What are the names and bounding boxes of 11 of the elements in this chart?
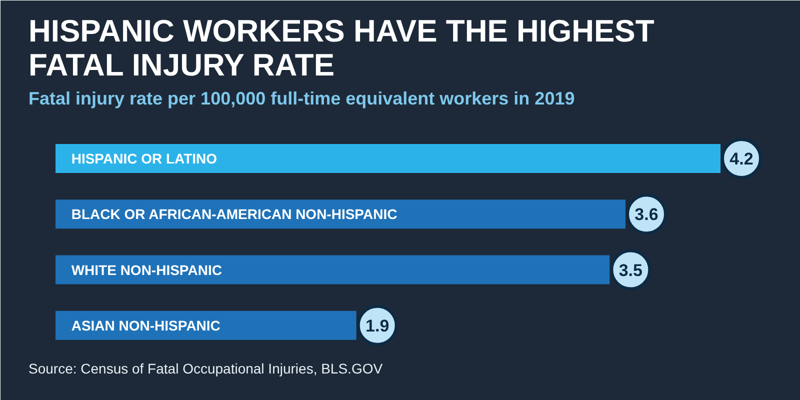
y-tick-label: BLACK OR AFRICAN-AMERICAN NON-HISPANIC (71, 206, 398, 222)
source-note: Source: Census of Fatal Occupational Injuries, BLS.GOV (28, 360, 384, 376)
chart-title: HISPANIC WORKERS HAVE THE HIGHEST FATAL INJURY RATE (28, 14, 654, 82)
data-label: 1.9 (366, 316, 390, 336)
y-tick-label: HISPANIC OR LATINO (71, 150, 218, 166)
data-label: 4.2 (730, 149, 754, 168)
data-label: 3.5 (618, 260, 642, 280)
y-tick-label: ASIAN NON-HISPANIC (71, 317, 220, 334)
data-label: 3.6 (634, 205, 658, 224)
y-tick-label: WHITE NON-HISPANIC (71, 262, 222, 278)
chart-subtitle: Fatal injury rate per 100,000 full-time equivalent workers in 2019 (28, 88, 575, 108)
